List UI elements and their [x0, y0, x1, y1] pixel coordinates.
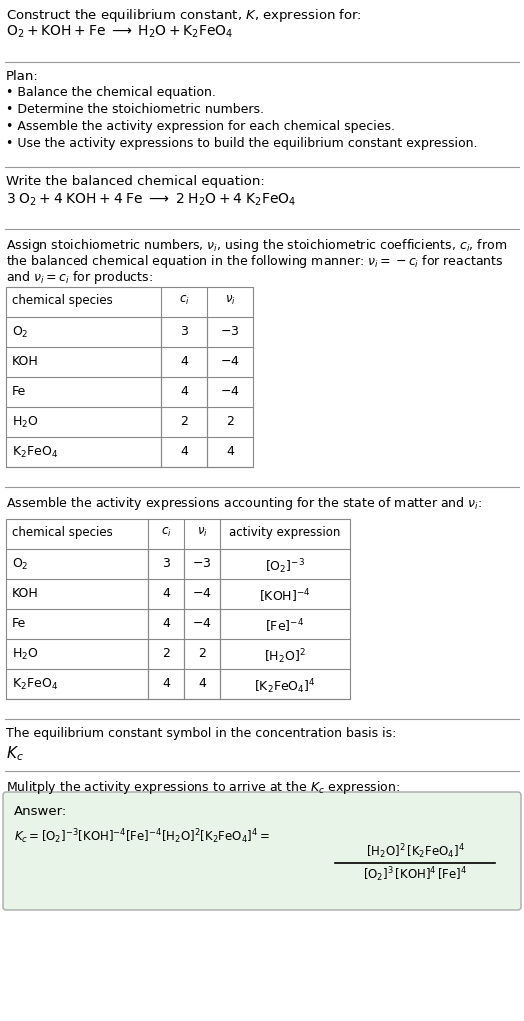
Text: and $\nu_i = c_i$ for products:: and $\nu_i = c_i$ for products:	[6, 269, 153, 286]
Text: the balanced chemical equation in the following manner: $\nu_i = -c_i$ for react: the balanced chemical equation in the fo…	[6, 253, 504, 270]
Text: $-4$: $-4$	[192, 617, 212, 630]
Text: 3: 3	[180, 325, 188, 338]
Text: 2: 2	[180, 415, 188, 428]
Text: $-4$: $-4$	[220, 385, 240, 398]
Text: $[\mathrm{Fe}]^{-4}$: $[\mathrm{Fe}]^{-4}$	[266, 617, 304, 634]
Text: $\mathrm{K_2FeO_4}$: $\mathrm{K_2FeO_4}$	[12, 445, 58, 460]
Text: • Determine the stoichiometric numbers.: • Determine the stoichiometric numbers.	[6, 103, 264, 116]
Bar	[6, 287, 253, 467]
Text: $K_c$: $K_c$	[6, 744, 24, 763]
Text: $\mathrm{O_2}$: $\mathrm{O_2}$	[12, 325, 29, 340]
Text: Write the balanced chemical equation:: Write the balanced chemical equation:	[6, 175, 265, 188]
Text: 4: 4	[180, 355, 188, 368]
Text: Assign stoichiometric numbers, $\nu_i$, using the stoichiometric coefficients, $: Assign stoichiometric numbers, $\nu_i$, …	[6, 237, 507, 254]
Text: $[\mathrm{KOH}]^{-4}$: $[\mathrm{KOH}]^{-4}$	[259, 587, 311, 604]
Text: $[\mathrm{O_2}]^{3}\,[\mathrm{KOH}]^{4}\,[\mathrm{Fe}]^{4}$: $[\mathrm{O_2}]^{3}\,[\mathrm{KOH}]^{4}\…	[363, 865, 467, 884]
Text: 4: 4	[162, 587, 170, 600]
Text: $[\mathrm{H_2O}]^{2}\,[\mathrm{K_2FeO_4}]^{4}$: $[\mathrm{H_2O}]^{2}\,[\mathrm{K_2FeO_4}…	[366, 842, 464, 861]
Text: 2: 2	[162, 647, 170, 660]
Text: $\mathrm{H_2O}$: $\mathrm{H_2O}$	[12, 415, 39, 430]
Text: $[\mathrm{O_2}]^{-3}$: $[\mathrm{O_2}]^{-3}$	[265, 557, 305, 576]
Text: $-3$: $-3$	[220, 325, 239, 338]
Text: 4: 4	[198, 677, 206, 690]
Text: $-4$: $-4$	[192, 587, 212, 600]
Text: Mulitply the activity expressions to arrive at the $K_c$ expression:: Mulitply the activity expressions to arr…	[6, 779, 400, 796]
Text: $[\mathrm{H_2O}]^{2}$: $[\mathrm{H_2O}]^{2}$	[264, 647, 306, 666]
Text: $c_i$: $c_i$	[161, 526, 171, 539]
Text: $\nu_i$: $\nu_i$	[225, 294, 235, 307]
Text: 2: 2	[226, 415, 234, 428]
Text: Fe: Fe	[12, 617, 26, 630]
Text: $\mathrm{H_2O}$: $\mathrm{H_2O}$	[12, 647, 39, 662]
Text: Construct the equilibrium constant, $K$, expression for:: Construct the equilibrium constant, $K$,…	[6, 7, 362, 25]
Text: • Balance the chemical equation.: • Balance the chemical equation.	[6, 86, 216, 99]
Text: KOH: KOH	[12, 355, 39, 368]
Text: 4: 4	[226, 445, 234, 458]
Text: $\mathrm{O_2 + KOH + Fe \;\longrightarrow\; H_2O + K_2FeO_4}$: $\mathrm{O_2 + KOH + Fe \;\longrightarro…	[6, 25, 234, 41]
Text: $\mathrm{K_2FeO_4}$: $\mathrm{K_2FeO_4}$	[12, 677, 58, 692]
Text: 4: 4	[162, 677, 170, 690]
Text: $\nu_i$: $\nu_i$	[196, 526, 208, 539]
Text: Assemble the activity expressions accounting for the state of matter and $\nu_i$: Assemble the activity expressions accoun…	[6, 495, 482, 512]
Text: chemical species: chemical species	[12, 526, 113, 539]
Text: Fe: Fe	[12, 385, 26, 398]
Bar	[6, 519, 350, 699]
Text: • Use the activity expressions to build the equilibrium constant expression.: • Use the activity expressions to build …	[6, 137, 477, 150]
Text: $\mathrm{O_2}$: $\mathrm{O_2}$	[12, 557, 29, 572]
Text: 4: 4	[162, 617, 170, 630]
Text: Answer:: Answer:	[14, 805, 67, 818]
Text: • Assemble the activity expression for each chemical species.: • Assemble the activity expression for e…	[6, 120, 395, 133]
Text: KOH: KOH	[12, 587, 39, 600]
Text: $[\mathrm{K_2FeO_4}]^{4}$: $[\mathrm{K_2FeO_4}]^{4}$	[254, 677, 316, 695]
Text: $K_c = [\mathrm{O_2}]^{-3} [\mathrm{KOH}]^{-4} [\mathrm{Fe}]^{-4} [\mathrm{H_2O}: $K_c = [\mathrm{O_2}]^{-3} [\mathrm{KOH}…	[14, 827, 270, 845]
Text: activity expression: activity expression	[230, 526, 341, 539]
Text: $-4$: $-4$	[220, 355, 240, 368]
Text: $\mathrm{3\;O_2 + 4\;KOH + 4\;Fe \;\longrightarrow\; 2\;H_2O + 4\;K_2FeO_4}$: $\mathrm{3\;O_2 + 4\;KOH + 4\;Fe \;\long…	[6, 192, 297, 208]
Text: 4: 4	[180, 385, 188, 398]
Text: 3: 3	[162, 557, 170, 570]
Text: 4: 4	[180, 445, 188, 458]
Text: chemical species: chemical species	[12, 294, 113, 307]
Text: $c_i$: $c_i$	[179, 294, 189, 307]
Text: Plan:: Plan:	[6, 70, 39, 83]
Text: $-3$: $-3$	[192, 557, 212, 570]
FancyBboxPatch shape	[3, 792, 521, 910]
Text: 2: 2	[198, 647, 206, 660]
Text: The equilibrium constant symbol in the concentration basis is:: The equilibrium constant symbol in the c…	[6, 727, 396, 740]
